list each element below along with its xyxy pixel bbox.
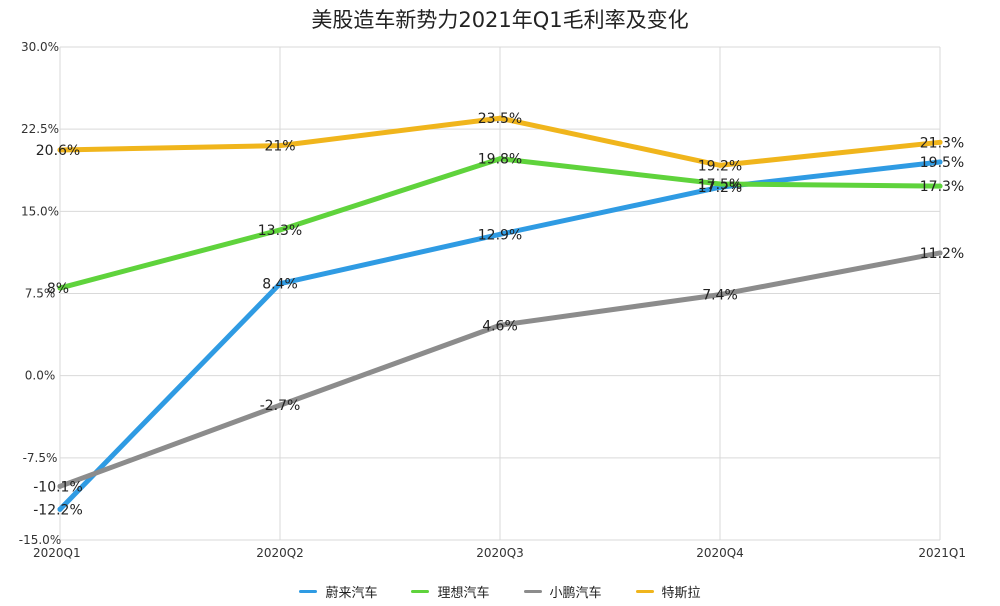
- data-point: [277, 402, 283, 408]
- data-point: [497, 322, 503, 328]
- data-label: 19.8%: [478, 152, 522, 168]
- data-point: [937, 159, 943, 165]
- data-point: [277, 227, 283, 233]
- data-label: 20.6%: [36, 143, 80, 159]
- data-point: [57, 285, 63, 291]
- data-labels: -12.2% 8.4% 12.9% 17.2% 19.5% 8% 13.3% 19.8% 17.…: [33, 111, 964, 518]
- legend-label: 小鹏汽车: [549, 586, 602, 601]
- x-tick-label: 2020Q1: [33, 546, 81, 560]
- data-label: 13.3%: [258, 223, 302, 239]
- y-tick-label: 15.0%: [21, 204, 59, 218]
- data-label: 21%: [264, 139, 295, 155]
- data-label: 12.9%: [478, 227, 522, 243]
- data-point: [717, 162, 723, 168]
- chart-title: 美股造车新势力2021年Q1毛利率及变化: [311, 8, 689, 32]
- y-tick-label: 30.0%: [21, 40, 59, 54]
- x-axis: 2020Q1 2020Q2 2020Q3 2020Q4 2021Q1: [33, 546, 966, 560]
- data-point: [717, 292, 723, 298]
- data-point: [937, 183, 943, 189]
- legend-item: 理想汽车: [411, 582, 490, 601]
- y-tick-label: -15.0%: [19, 533, 61, 547]
- data-label: 19.5%: [920, 155, 964, 171]
- legend: 蔚来汽车 理想汽车 小鹏汽车 特斯拉: [0, 582, 1000, 601]
- data-point: [57, 506, 63, 512]
- y-tick-label: 0.0%: [25, 369, 56, 383]
- data-label: 21.3%: [920, 135, 964, 151]
- data-point: [937, 250, 943, 256]
- data-label: 19.2%: [698, 158, 742, 174]
- legend-item: 小鹏汽车: [523, 582, 602, 601]
- series-lines: [57, 115, 943, 512]
- y-tick-label: -7.5%: [23, 451, 58, 465]
- data-label: 17.2%: [698, 180, 742, 196]
- data-label: 8.4%: [262, 277, 298, 293]
- x-tick-label: 2020Q4: [696, 546, 744, 560]
- data-label: 8%: [47, 281, 69, 297]
- legend-item: 特斯拉: [635, 582, 701, 601]
- data-point: [57, 483, 63, 489]
- y-axis: 30.0% 22.5% 15.0% 7.5% 0.0% -7.5% -15.0%: [19, 40, 61, 547]
- legend-swatch: [411, 590, 430, 593]
- data-label: -2.7%: [260, 398, 301, 414]
- y-tick-label: 7.5%: [25, 287, 56, 301]
- data-label: 11.2%: [920, 246, 964, 262]
- x-tick-label: 2021Q1: [918, 546, 966, 560]
- legend-label: 蔚来汽车: [325, 586, 378, 601]
- data-label: -10.1%: [33, 479, 83, 495]
- data-label: -12.2%: [33, 502, 83, 518]
- data-label: 17.3%: [920, 179, 964, 195]
- data-point: [497, 231, 503, 237]
- y-tick-label: 22.5%: [21, 122, 59, 136]
- x-tick-label: 2020Q3: [476, 546, 524, 560]
- x-tick-label: 2020Q2: [256, 546, 304, 560]
- legend-label: 理想汽车: [437, 586, 490, 601]
- legend-item: 蔚来汽车: [299, 582, 377, 601]
- data-label: 7.4%: [702, 288, 738, 304]
- data-label: 23.5%: [478, 111, 522, 127]
- data-point: [497, 156, 503, 162]
- legend-label: 特斯拉: [661, 586, 701, 601]
- data-point: [277, 143, 283, 149]
- data-point: [717, 181, 723, 187]
- data-point: [277, 281, 283, 287]
- data-label: 4.6%: [482, 318, 518, 334]
- data-label: 17.5%: [698, 177, 742, 193]
- data-point: [937, 139, 943, 145]
- legend-swatch: [635, 590, 654, 593]
- data-point: [57, 147, 63, 153]
- data-point: [497, 115, 503, 121]
- legend-swatch: [523, 590, 542, 593]
- legend-swatch: [299, 590, 318, 593]
